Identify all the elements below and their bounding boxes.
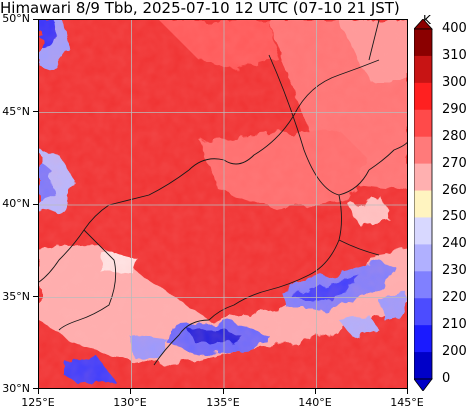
lat-tick-label: 30°N (2, 382, 30, 395)
colorbar-extend-min (414, 378, 433, 391)
lon-tick-label: 145°E (390, 396, 424, 409)
colorbar-segment (414, 29, 432, 57)
lon-tick-label: 130°E (113, 396, 147, 409)
lat-tick-label: 40°N (2, 197, 30, 210)
colorbar-tick-label: 240 (442, 236, 467, 252)
lat-tick-label: 45°N (2, 105, 30, 118)
colorbar-segment (414, 136, 432, 165)
colorbar-segment (414, 55, 432, 84)
colorbar-segment (414, 82, 432, 111)
colorbar-tick-label: 250 (442, 209, 467, 225)
lon-tick-label: 125°E (21, 396, 55, 409)
lat-tick-label: 50°N (2, 12, 30, 25)
colorbar-tick-label: 300 (442, 74, 467, 90)
colorbar-segment (414, 298, 432, 326)
colorbar-segment (414, 271, 432, 299)
colorbar-segment (414, 244, 432, 272)
colorbar-tick-label: 280 (442, 128, 467, 144)
colorbar-tick-label: 230 (442, 263, 467, 279)
colorbar-tick-label: 400 (442, 21, 467, 36)
colorbar-tick-label: 200 (442, 344, 467, 360)
colorbar-segment (414, 325, 432, 353)
gridlines (39, 20, 407, 388)
colorbar-segment (414, 109, 432, 138)
colorbar (414, 19, 433, 391)
colorbar-segment (414, 352, 432, 380)
colorbar-extend-max (414, 19, 433, 30)
colorbar-tick-label: 0 (442, 371, 451, 386)
colorbar-tick-label: 270 (442, 155, 467, 171)
mainland-coast (188, 59, 380, 171)
coastlines (39, 20, 407, 366)
colorbar-tick-label: 220 (442, 290, 467, 306)
lon-tick-label: 140°E (298, 396, 332, 409)
lat-tick-label: 35°N (2, 290, 30, 303)
colorbar-segment (414, 217, 432, 245)
colorbar-tick-label: 210 (442, 317, 467, 333)
tbb-field (39, 20, 407, 388)
colorbar-tick-label: 290 (442, 101, 467, 117)
map-title: Himawari 8/9 Tbb, 2025-07-10 12 UTC (07-… (0, 0, 400, 17)
colorbar-segment (414, 163, 432, 192)
colorbar-segment (414, 190, 432, 218)
satellite-map[interactable] (38, 19, 408, 389)
colorbar-unit: K (423, 13, 431, 27)
lon-tick-label: 135°E (206, 396, 240, 409)
colorbar-tick-label: 310 (442, 47, 467, 63)
colorbar-tick-label: 260 (442, 182, 467, 198)
